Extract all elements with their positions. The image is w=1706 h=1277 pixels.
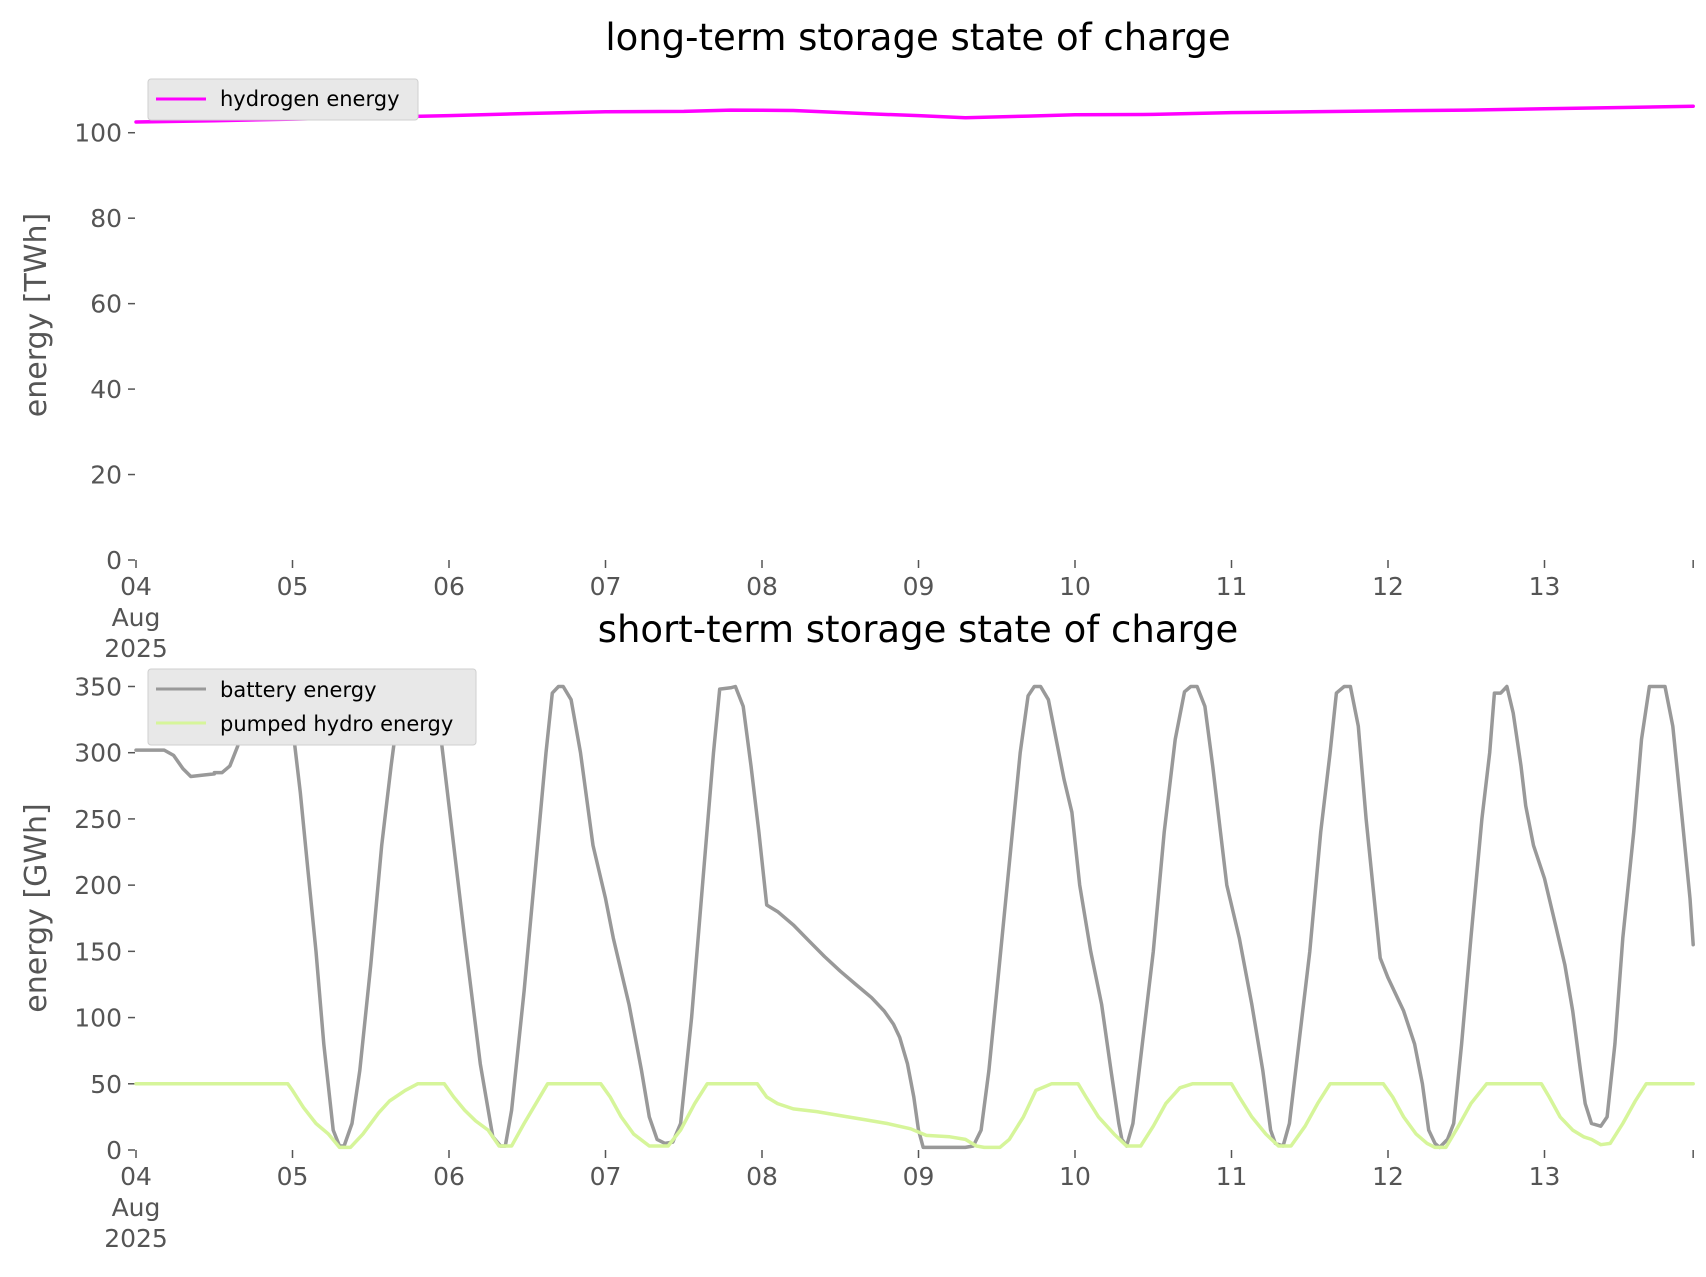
legend-entry-battery: battery energy [220, 678, 377, 702]
y-axis-label: energy [TWh] [19, 213, 54, 417]
y-axis-label: energy [GWh] [19, 803, 54, 1012]
x-tick-label: 06 [433, 572, 465, 601]
series-line-pumped-hydro-energy [134, 1082, 1695, 1150]
x-tick-label: 07 [590, 572, 622, 601]
legend: hydrogen energy [147, 78, 419, 121]
x-tick-label: 05 [277, 1162, 309, 1191]
x-tick-label: 04 Aug 2025 [104, 1162, 168, 1253]
long-term-storage-panel: long-term storage state of charge energy… [19, 16, 1695, 663]
x-tick-label: 10 [1059, 1162, 1091, 1191]
chart-title: short-term storage state of charge [598, 608, 1239, 651]
y-axis-ticks: 0 50 100 150 200 250 300 350 [74, 672, 135, 1165]
series-lines [134, 684, 1695, 1150]
y-tick-label: 0 [106, 1136, 122, 1165]
x-tick-label: 06 [433, 1162, 465, 1191]
x-tick-label: 09 [903, 572, 935, 601]
legend: battery energy pumped hydro energy [147, 668, 477, 746]
y-tick-label: 20 [90, 461, 122, 490]
y-axis-ticks: 0 20 40 60 80 100 [74, 119, 135, 575]
series-line-hydrogen-energy [134, 104, 1695, 124]
x-tick-label: 11 [1216, 1162, 1248, 1191]
y-tick-label: 350 [74, 672, 122, 701]
y-tick-label: 80 [90, 204, 122, 233]
short-term-storage-panel: short-term storage state of charge energ… [19, 608, 1695, 1253]
y-tick-label: 250 [74, 805, 122, 834]
y-tick-label: 100 [74, 1004, 122, 1033]
y-tick-label: 300 [74, 739, 122, 768]
y-tick-label: 60 [90, 290, 122, 319]
y-tick-label: 40 [90, 375, 122, 404]
x-tick-label: 11 [1216, 572, 1248, 601]
x-tick-label: 12 [1372, 572, 1404, 601]
x-tick-label: 12 [1372, 1162, 1404, 1191]
x-axis-ticks: 04 Aug 2025 05 06 07 08 09 10 11 12 13 [104, 1150, 1694, 1253]
x-axis-ticks: 04 Aug 2025 05 06 07 08 09 10 11 12 13 [104, 560, 1694, 663]
legend-entry-pumped-hydro: pumped hydro energy [220, 712, 453, 736]
y-tick-label: 150 [74, 937, 122, 966]
y-tick-label: 100 [74, 119, 122, 148]
y-tick-label: 200 [74, 871, 122, 900]
x-tick-label: 07 [590, 1162, 622, 1191]
x-tick-label: 13 [1529, 572, 1561, 601]
x-tick-label: 13 [1529, 1162, 1561, 1191]
x-tick-label: 10 [1059, 572, 1091, 601]
x-tick-label: 09 [903, 1162, 935, 1191]
y-tick-label: 0 [106, 546, 122, 575]
series-line-battery-energy [134, 684, 1695, 1150]
x-tick-label: 08 [746, 572, 778, 601]
legend-entry-hydrogen: hydrogen energy [220, 87, 400, 111]
legend-box [147, 668, 477, 746]
x-tick-label: 08 [746, 1162, 778, 1191]
legend-box [147, 78, 419, 121]
y-tick-label: 50 [90, 1070, 122, 1099]
x-tick-label: 05 [277, 572, 309, 601]
series-lines [134, 104, 1695, 124]
chart-title: long-term storage state of charge [605, 16, 1230, 59]
x-tick-label: 04 Aug 2025 [104, 572, 168, 663]
